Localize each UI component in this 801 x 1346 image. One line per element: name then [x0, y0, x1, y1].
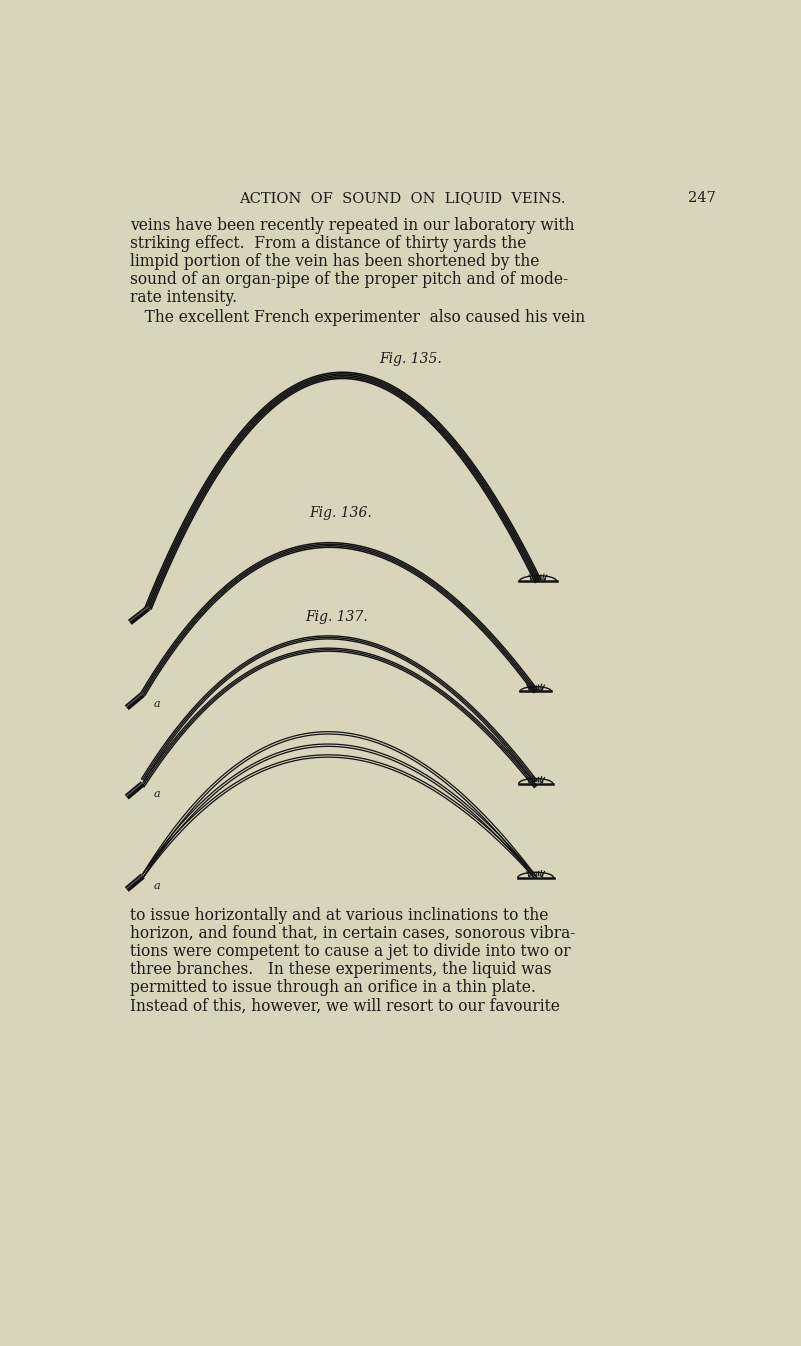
Text: veins have been recently repeated in our laboratory with: veins have been recently repeated in our…: [130, 217, 574, 234]
Text: permitted to issue through an orifice in a thin plate.: permitted to issue through an orifice in…: [130, 980, 535, 996]
Text: three branches.   In these experiments, the liquid was: three branches. In these experiments, th…: [130, 961, 551, 979]
Text: a: a: [154, 789, 160, 800]
Text: rate intensity.: rate intensity.: [130, 289, 237, 307]
Text: a: a: [154, 699, 160, 709]
Text: striking effect.  From a distance of thirty yards the: striking effect. From a distance of thir…: [130, 236, 526, 252]
Text: horizon, and found that, in certain cases, sonorous vibra-: horizon, and found that, in certain case…: [130, 925, 575, 942]
Text: to issue horizontally and at various inclinations to the: to issue horizontally and at various inc…: [130, 907, 548, 923]
Text: Instead of this, however, we will resort to our favourite: Instead of this, however, we will resort…: [130, 997, 559, 1015]
Text: ACTION  OF  SOUND  ON  LIQUID  VEINS.: ACTION OF SOUND ON LIQUID VEINS.: [239, 191, 566, 205]
Text: sound of an organ-pipe of the proper pitch and of mode-: sound of an organ-pipe of the proper pit…: [130, 272, 568, 288]
Text: Fig. 135.: Fig. 135.: [379, 353, 441, 366]
Text: limpid portion of the vein has been shortened by the: limpid portion of the vein has been shor…: [130, 253, 539, 271]
Text: Fig. 137.: Fig. 137.: [305, 610, 368, 623]
Text: tions were competent to cause a jet to divide into two or: tions were competent to cause a jet to d…: [130, 944, 570, 960]
Text: Fig. 136.: Fig. 136.: [309, 506, 372, 521]
Text: 247: 247: [687, 191, 715, 205]
Text: The excellent French experimenter  also caused his vein: The excellent French experimenter also c…: [130, 310, 585, 326]
Text: a: a: [154, 882, 160, 891]
